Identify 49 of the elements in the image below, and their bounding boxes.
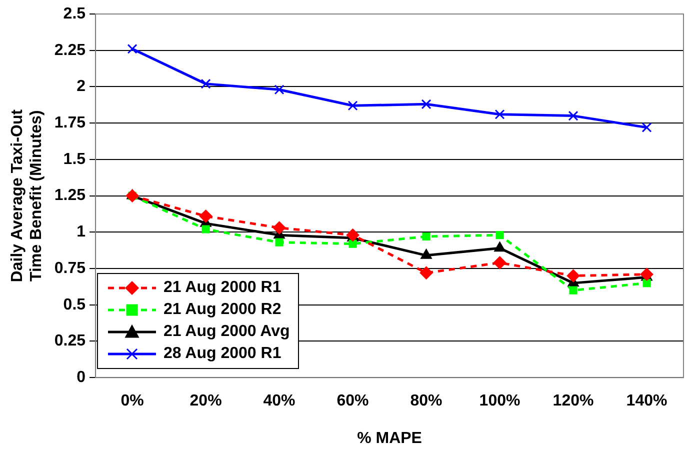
y-tick-label: 0 — [76, 369, 86, 386]
point — [348, 100, 358, 111]
x-tick-label: 40% — [263, 392, 296, 410]
point — [127, 44, 138, 54]
legend-label: 21 Aug 2000 R2 — [164, 301, 282, 320]
point — [569, 286, 578, 294]
point — [274, 84, 284, 95]
x-tick-label: 60% — [336, 392, 369, 410]
point — [421, 99, 432, 110]
x-axis-title: % MAPE — [357, 430, 422, 447]
point — [202, 225, 210, 234]
point — [200, 78, 211, 89]
x-tick-label: 120% — [552, 392, 594, 410]
point — [642, 122, 652, 132]
x-tick-label: 100% — [479, 392, 520, 410]
y-tick-label: 2.5 — [63, 5, 86, 22]
point — [420, 266, 433, 280]
y-tick-label: 1 — [76, 224, 86, 241]
y-tick-label: 0.25 — [54, 332, 86, 350]
point — [493, 256, 506, 270]
x-tick-label: 80% — [410, 392, 442, 410]
point — [496, 231, 504, 240]
y-tick-label: 0.5 — [63, 296, 86, 314]
point — [272, 221, 286, 234]
point — [199, 210, 212, 223]
x-tick-label: 0% — [120, 392, 144, 410]
point — [494, 109, 505, 120]
point — [126, 189, 139, 202]
legend-label: 21 Aug 2000 R1 — [164, 279, 282, 298]
point — [275, 238, 284, 246]
y-tick-label: 1.5 — [63, 150, 86, 168]
point — [494, 242, 506, 252]
point — [566, 269, 580, 282]
y-tick-label: 1.25 — [54, 187, 86, 204]
point — [642, 279, 651, 288]
x-tick-label: 20% — [190, 392, 222, 410]
y-tick-label: 0.75 — [54, 260, 86, 277]
x-tick-label: 140% — [626, 392, 668, 410]
point — [568, 110, 578, 121]
y-axis-title: Daily Average Taxi-Out Time Benefit (Minutes) — [9, 108, 46, 282]
legend-label: 21 Aug 2000 Avg — [164, 323, 290, 342]
point — [420, 248, 432, 259]
point — [640, 268, 654, 281]
legend-label: 28 Aug 2000 R1 — [164, 345, 282, 364]
y-tick-label: 2 — [76, 78, 86, 96]
y-tick-label: 1.75 — [54, 114, 86, 132]
y-tick-label: 2.25 — [54, 42, 86, 59]
point — [348, 240, 357, 248]
point — [422, 232, 430, 241]
